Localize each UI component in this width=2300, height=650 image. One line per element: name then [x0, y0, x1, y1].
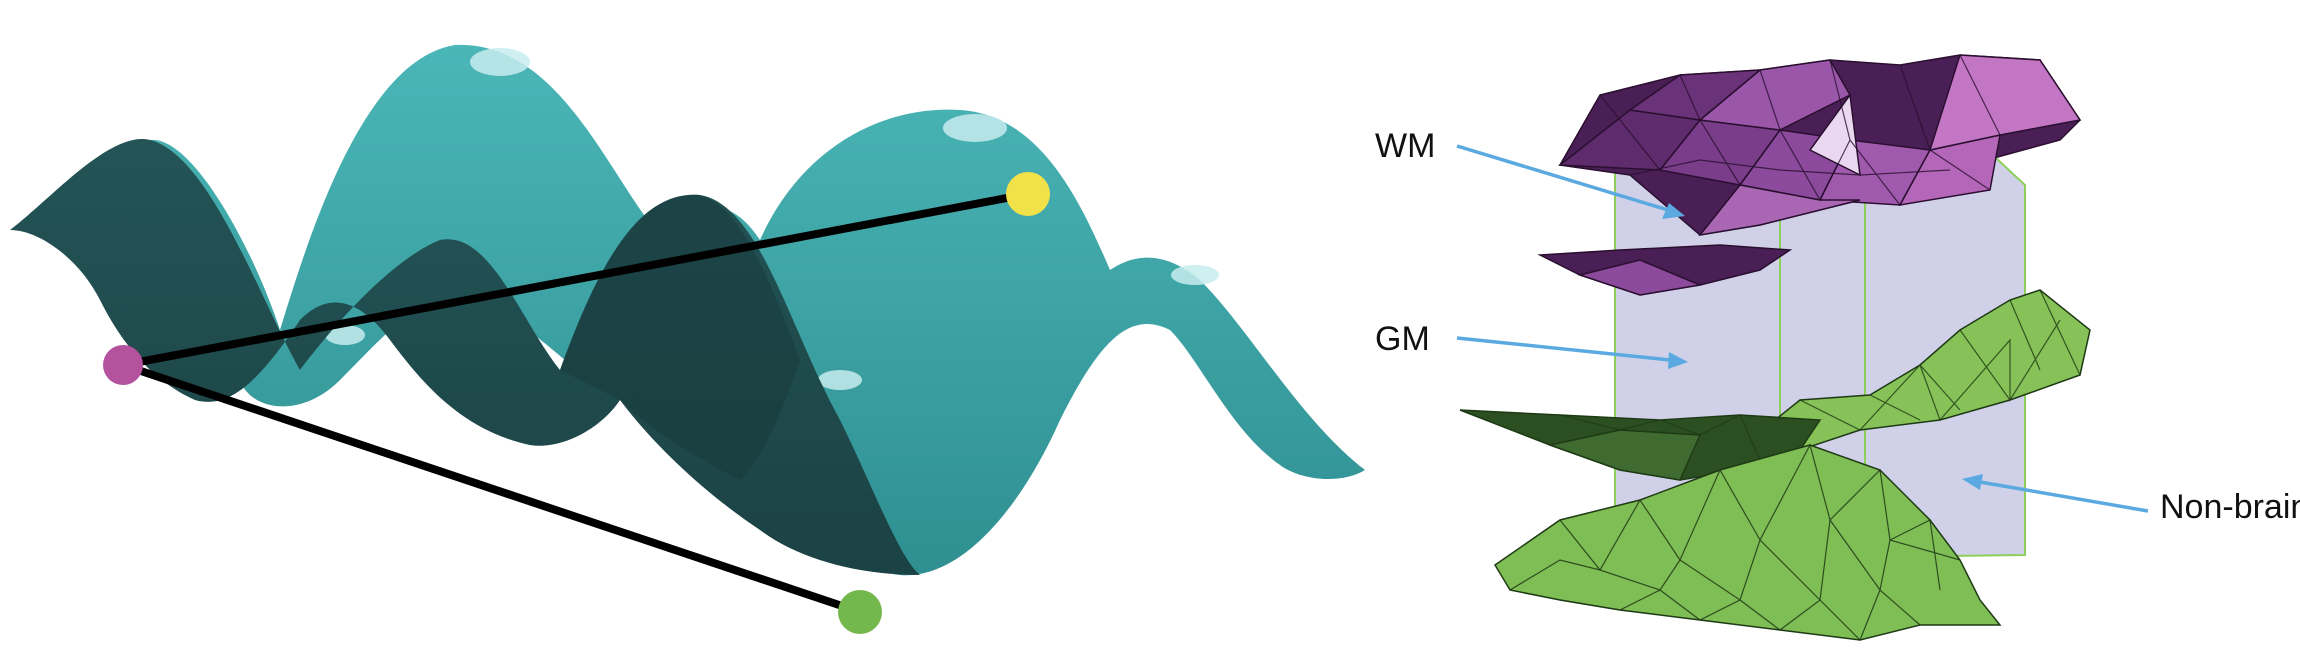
wm-label: WM [1375, 127, 1435, 165]
wm-arrow [1456, 144, 1685, 219]
nonbrain-upper-layer [1459, 289, 2091, 481]
annotations: WM GM Non-brain [1375, 127, 2300, 526]
yellow-point [1006, 172, 1050, 216]
wm-layer [1537, 54, 2082, 296]
line-magenta-to-yellow [119, 190, 1032, 369]
tissue-layers-panel [1459, 54, 2091, 642]
magenta-point [103, 345, 143, 385]
green-point [838, 590, 882, 634]
surface-front-shade [560, 194, 800, 480]
nonbrain-lower-layer [1493, 443, 2002, 642]
line-magenta-to-green [119, 361, 864, 616]
connection-lines [119, 190, 1032, 616]
sine-surface-panel [10, 44, 1365, 634]
non-brain-arrow [1962, 474, 2149, 513]
gm-label: GM [1375, 320, 1430, 358]
non-brain-label: Non-brain [2160, 488, 2300, 526]
gm-arrow [1456, 336, 1688, 369]
